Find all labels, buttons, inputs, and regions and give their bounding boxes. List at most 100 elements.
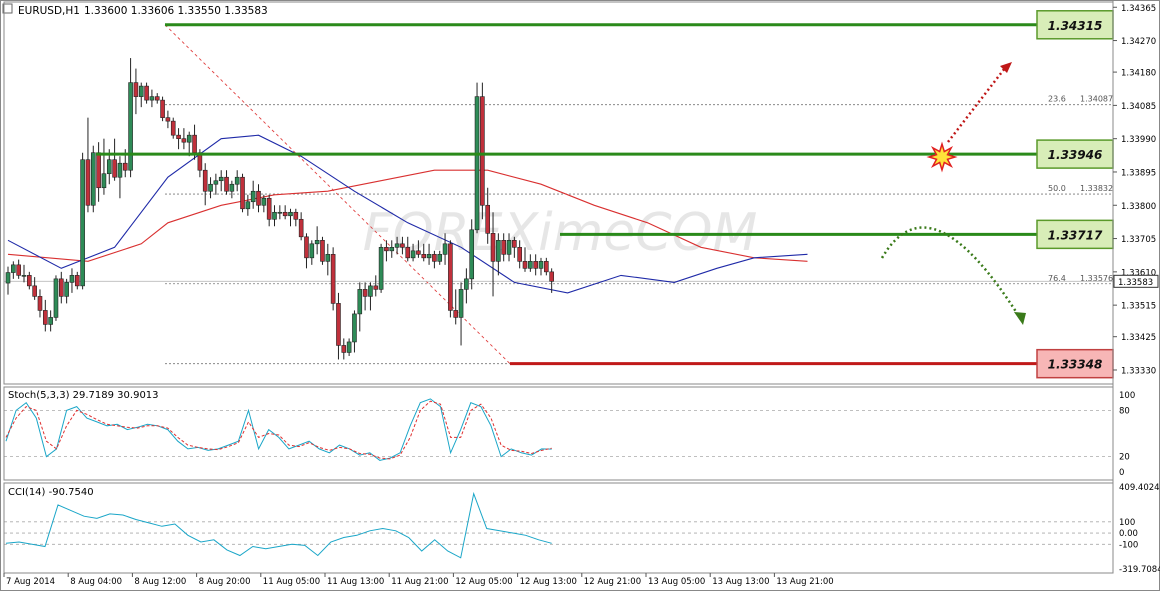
candle-body[interactable]: [5, 272, 11, 284]
candle-body[interactable]: [181, 138, 187, 143]
candle-body[interactable]: [250, 190, 256, 203]
main-price-panel[interactable]: 23.6 1.34087 50.0 1.33832 76.4 1.33576 1.34315…: [4, 10, 1114, 379]
candle-body[interactable]: [80, 159, 85, 287]
candle-body[interactable]: [208, 183, 213, 192]
candle-body[interactable]: [256, 190, 261, 206]
candle-body[interactable]: [410, 250, 416, 259]
candle-body[interactable]: [442, 243, 448, 255]
candle-body[interactable]: [453, 310, 459, 318]
candle-body[interactable]: [101, 173, 107, 189]
candle-body[interactable]: [346, 341, 352, 353]
candle-body[interactable]: [368, 285, 373, 297]
candle-body[interactable]: [218, 176, 224, 182]
candle-body[interactable]: [378, 247, 384, 290]
candle-body[interactable]: [112, 159, 117, 178]
candle-body[interactable]: [11, 264, 16, 273]
candle-body[interactable]: [437, 254, 443, 262]
candle-body[interactable]: [69, 275, 75, 283]
candle-body[interactable]: [485, 204, 491, 234]
candle-body[interactable]: [298, 218, 304, 238]
candle-body[interactable]: [357, 289, 363, 315]
candle-body[interactable]: [32, 285, 37, 297]
candle-body[interactable]: [416, 250, 421, 255]
candle-body[interactable]: [496, 240, 501, 262]
candle-body[interactable]: [533, 261, 538, 269]
stochastic-panel[interactable]: 100 80 20 0: [4, 391, 1135, 478]
candle-body[interactable]: [336, 303, 341, 346]
candle-body[interactable]: [154, 96, 160, 101]
candle-body[interactable]: [384, 247, 389, 252]
candle-body[interactable]: [448, 243, 453, 311]
candle-body[interactable]: [522, 261, 528, 269]
candle-body[interactable]: [528, 261, 533, 269]
candle-body[interactable]: [464, 278, 469, 290]
candle-body[interactable]: [474, 96, 480, 231]
candle-body[interactable]: [512, 240, 517, 248]
candle-body[interactable]: [330, 254, 336, 304]
candle-body[interactable]: [144, 85, 149, 101]
candle-body[interactable]: [362, 289, 368, 297]
candle-body[interactable]: [304, 236, 309, 259]
candle-body[interactable]: [277, 211, 283, 214]
candle-body[interactable]: [16, 264, 21, 276]
candle-body[interactable]: [373, 285, 379, 290]
candle-body[interactable]: [400, 243, 405, 248]
candle-body[interactable]: [506, 240, 512, 255]
candle-body[interactable]: [325, 254, 331, 262]
candle-body[interactable]: [133, 82, 139, 97]
candle-body[interactable]: [544, 261, 549, 273]
candle-body[interactable]: [192, 134, 197, 153]
candle-body[interactable]: [202, 169, 208, 192]
candle-body[interactable]: [309, 243, 315, 259]
candle-body[interactable]: [96, 152, 101, 189]
candle-body[interactable]: [266, 197, 272, 220]
candle-body[interactable]: [389, 247, 395, 252]
candle-body[interactable]: [37, 296, 43, 311]
candle-body[interactable]: [282, 211, 288, 217]
candle-body[interactable]: [229, 183, 235, 192]
candle-body[interactable]: [213, 180, 219, 185]
candle-body[interactable]: [501, 240, 506, 255]
candle-body[interactable]: [170, 120, 176, 136]
candle-body[interactable]: [458, 289, 464, 318]
candle-body[interactable]: [426, 254, 432, 259]
candle-body[interactable]: [138, 85, 144, 97]
candle-body[interactable]: [341, 345, 347, 353]
candle-body[interactable]: [106, 159, 112, 175]
candle-body[interactable]: [261, 197, 267, 206]
candle-body[interactable]: [352, 313, 357, 343]
candle-body[interactable]: [186, 134, 192, 143]
candle-body[interactable]: [240, 176, 245, 210]
candle-body[interactable]: [64, 282, 69, 297]
candle-body[interactable]: [538, 261, 544, 269]
candle-body[interactable]: [58, 278, 64, 297]
candle-body[interactable]: [469, 229, 475, 280]
candle-body[interactable]: [27, 275, 32, 287]
candle-body[interactable]: [224, 176, 229, 192]
candle-body[interactable]: [288, 211, 293, 217]
candle-body[interactable]: [394, 243, 400, 248]
candle-body[interactable]: [234, 176, 240, 185]
candle-body[interactable]: [85, 159, 91, 206]
candle-body[interactable]: [117, 162, 123, 178]
candle-body[interactable]: [176, 134, 181, 139]
candle-body[interactable]: [421, 254, 427, 259]
candle-body[interactable]: [314, 240, 320, 245]
candle-body[interactable]: [490, 233, 496, 262]
candle-body[interactable]: [517, 247, 522, 262]
candle-body[interactable]: [160, 99, 165, 118]
candle-body[interactable]: [549, 271, 554, 282]
candle-body[interactable]: [320, 240, 325, 262]
candle-body[interactable]: [149, 96, 155, 101]
candle-body[interactable]: [74, 275, 80, 287]
candle-body[interactable]: [245, 201, 251, 210]
candle-body[interactable]: [48, 317, 53, 325]
candle-body[interactable]: [53, 278, 59, 318]
candle-body[interactable]: [122, 162, 128, 171]
candle-body[interactable]: [43, 310, 48, 325]
candle-body[interactable]: [128, 82, 133, 171]
candle-body[interactable]: [480, 96, 485, 206]
candle-body[interactable]: [432, 254, 437, 262]
